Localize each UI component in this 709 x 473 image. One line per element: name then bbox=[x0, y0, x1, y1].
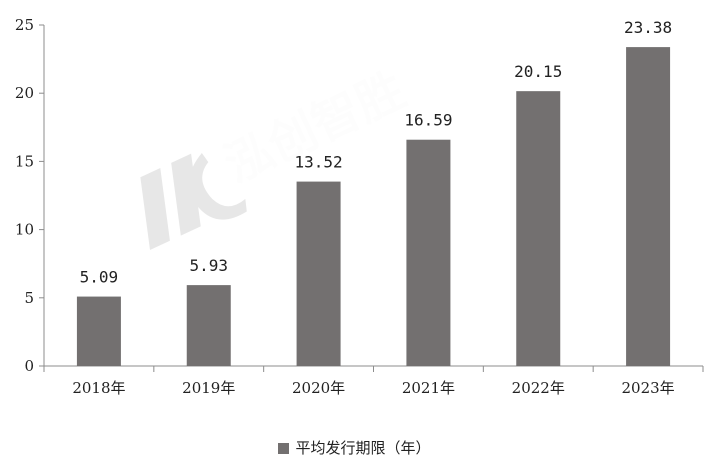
y-tick-label: 10 bbox=[15, 221, 34, 239]
x-tick-label: 2019年 bbox=[182, 379, 235, 397]
y-tick-label: 20 bbox=[15, 84, 34, 102]
y-tick-label: 15 bbox=[15, 152, 34, 170]
bar bbox=[296, 181, 341, 366]
y-tick-label: 0 bbox=[24, 357, 34, 375]
x-tick-label: 2023年 bbox=[621, 379, 674, 397]
x-tick-label: 2021年 bbox=[402, 379, 455, 397]
y-tick-label: 25 bbox=[15, 16, 34, 34]
data-label: 23.38 bbox=[624, 18, 672, 37]
data-label: 16.59 bbox=[404, 111, 452, 130]
data-label: 5.09 bbox=[80, 268, 119, 287]
y-tick-label: 5 bbox=[24, 289, 34, 307]
bar bbox=[516, 91, 561, 367]
x-tick-label: 2018年 bbox=[72, 379, 125, 397]
watermark-text: 泓创智胜 bbox=[216, 62, 414, 194]
data-label: 5.93 bbox=[189, 256, 228, 275]
legend-label: 平均发行期限（年） bbox=[295, 439, 431, 457]
legend-swatch bbox=[278, 443, 290, 454]
bar bbox=[406, 139, 451, 366]
watermark-logo-icon bbox=[140, 152, 247, 250]
x-tick-label: 2020年 bbox=[292, 379, 345, 397]
x-tick-label: 2022年 bbox=[512, 379, 565, 397]
data-label: 13.52 bbox=[294, 153, 342, 172]
bar bbox=[186, 285, 231, 366]
legend: 平均发行期限（年） bbox=[0, 437, 709, 458]
watermark: 泓创智胜 bbox=[140, 62, 414, 250]
bar bbox=[626, 47, 671, 366]
bar bbox=[76, 296, 121, 366]
data-label: 20.15 bbox=[514, 62, 562, 81]
